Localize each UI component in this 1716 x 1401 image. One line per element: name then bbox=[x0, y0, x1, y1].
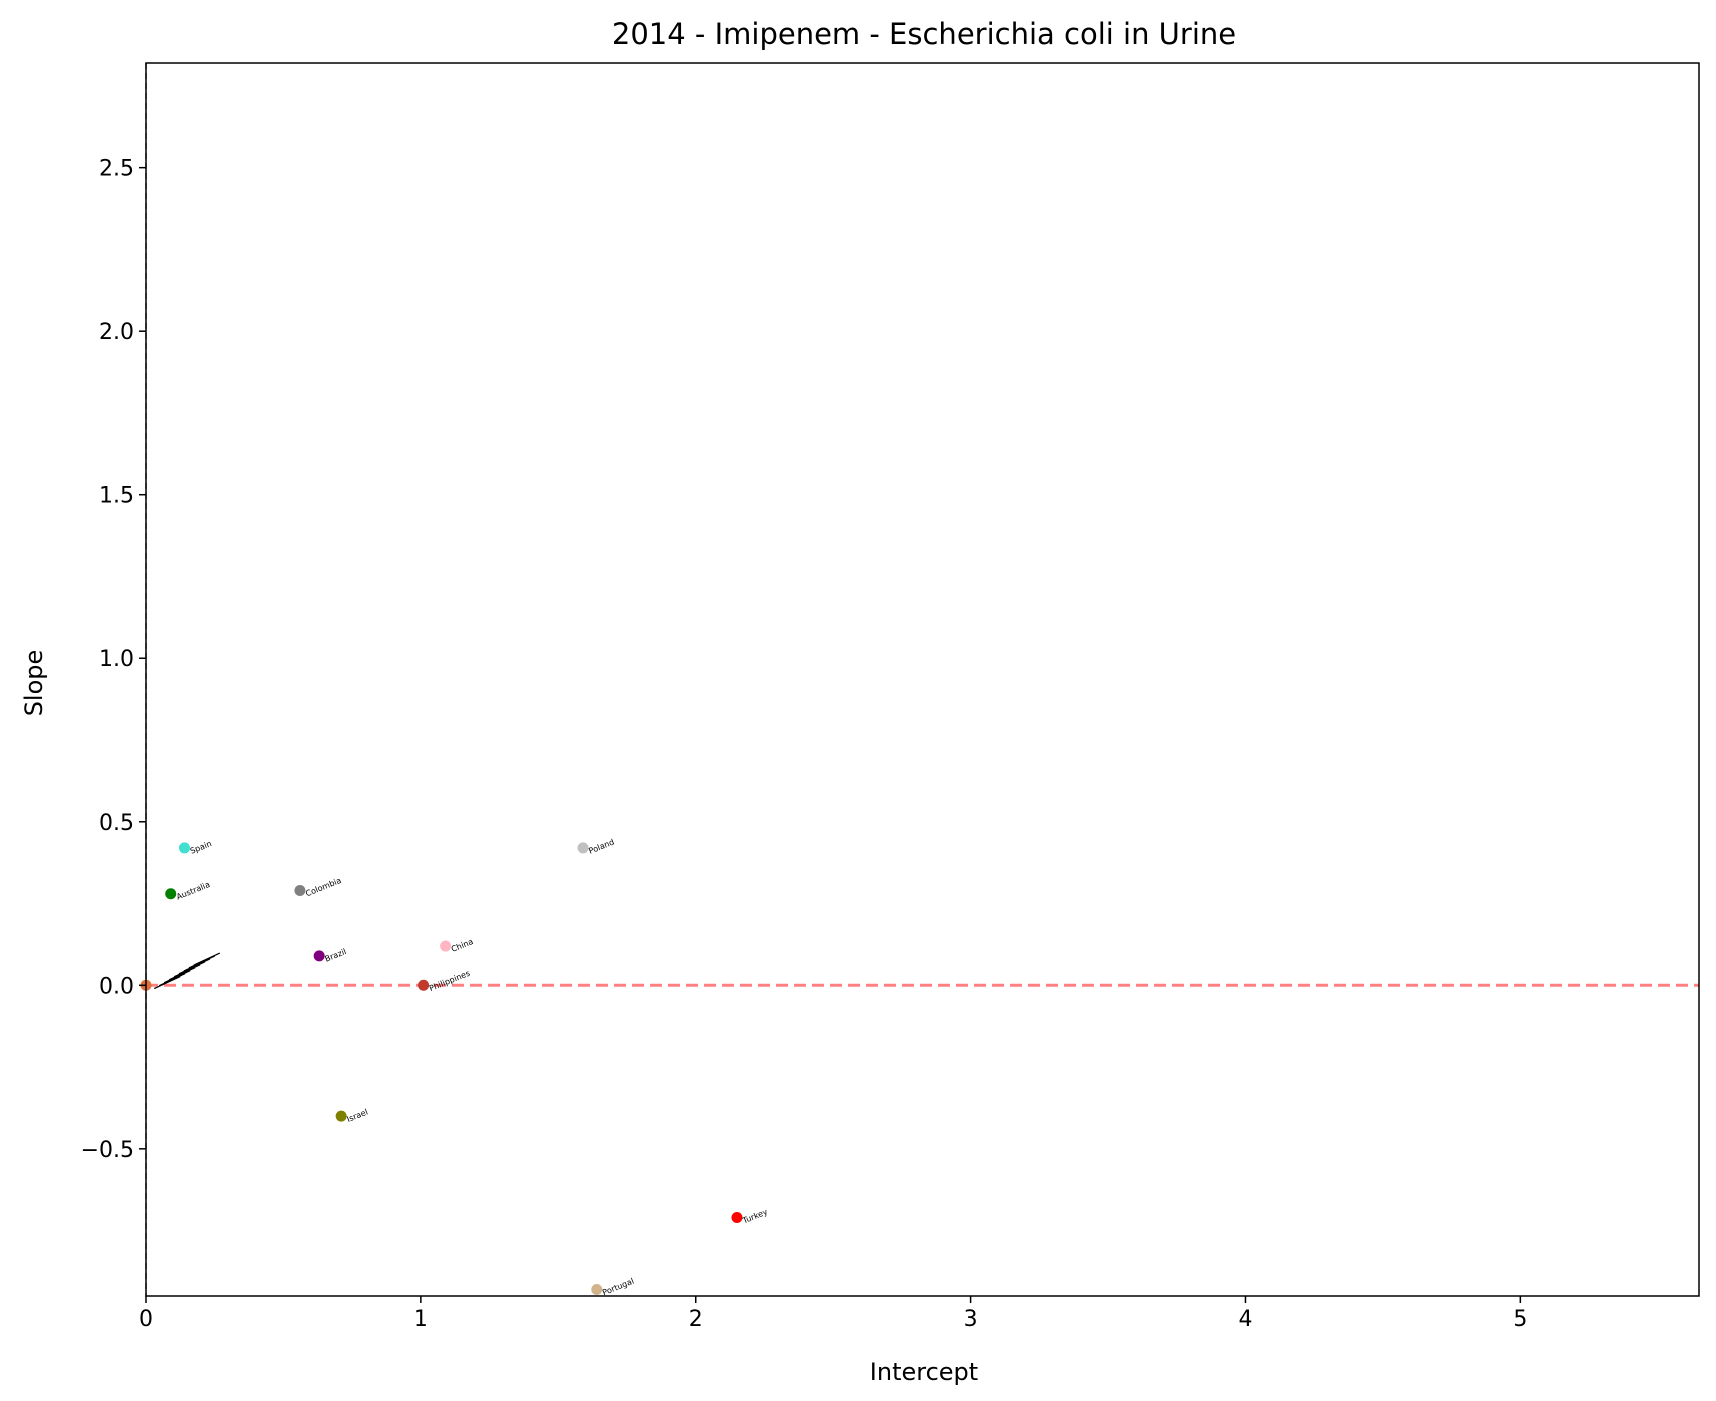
x-tick-label: 1 bbox=[414, 1307, 428, 1332]
data-point bbox=[294, 884, 306, 896]
x-tick-label: 4 bbox=[1238, 1307, 1252, 1332]
data-point bbox=[165, 888, 177, 900]
data-point bbox=[731, 1212, 743, 1224]
y-tick-label: 2.0 bbox=[99, 320, 134, 345]
x-tick-label: 5 bbox=[1513, 1307, 1527, 1332]
x-tick-label: 2 bbox=[689, 1307, 703, 1332]
data-point bbox=[440, 940, 452, 952]
x-tick-label: 3 bbox=[964, 1307, 978, 1332]
x-tick-label: 0 bbox=[139, 1307, 153, 1332]
data-point bbox=[577, 842, 589, 854]
y-tick-label: 0.0 bbox=[99, 974, 134, 999]
y-tick-label: 0.5 bbox=[99, 811, 134, 836]
plot-frame bbox=[145, 62, 1700, 1297]
y-axis-label: Slope bbox=[20, 650, 48, 717]
data-point bbox=[313, 950, 325, 962]
data-point bbox=[178, 842, 190, 854]
y-tick-label: 2.5 bbox=[99, 157, 134, 182]
chart-title: 2014 - Imipenem - Escherichia coli in Ur… bbox=[612, 17, 1236, 51]
data-point bbox=[418, 979, 430, 991]
x-axis-label: Intercept bbox=[870, 1358, 978, 1386]
data-point bbox=[591, 1283, 603, 1295]
y-tick-label: 1.0 bbox=[99, 647, 134, 672]
data-point bbox=[335, 1110, 347, 1122]
y-tick-label: 1.5 bbox=[99, 484, 134, 509]
y-tick-label: −0.5 bbox=[81, 1138, 134, 1163]
clustered-label-mark bbox=[193, 952, 221, 966]
